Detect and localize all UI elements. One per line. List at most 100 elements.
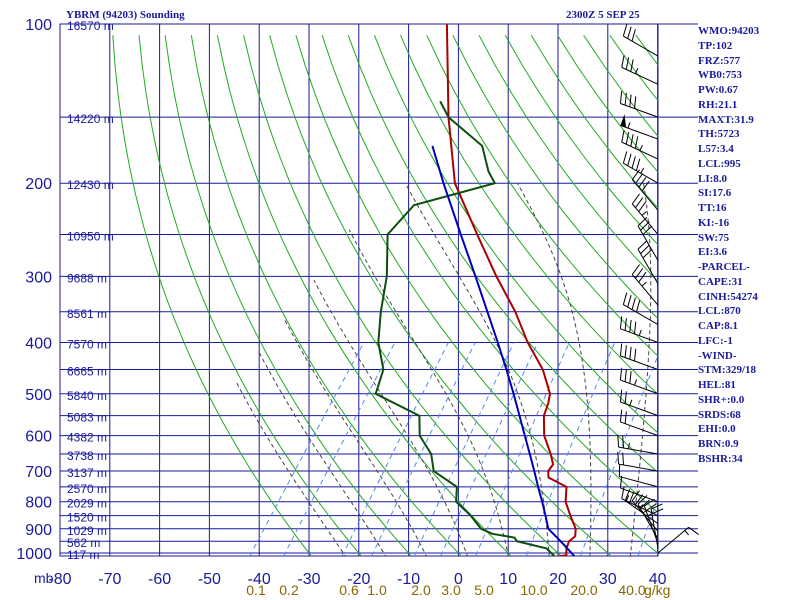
temperature-tick-label: -20 — [347, 571, 370, 588]
wind-barb-flag — [619, 316, 623, 329]
temperature-tick-label: 30 — [599, 571, 617, 588]
temperature-tick-labels: -80 -70 -60 -50 -40 -30 -20 -10 0 10 20 30 40 — [48, 571, 666, 588]
wind-barb — [619, 389, 659, 417]
index-item: BRN:0.9 — [698, 438, 739, 450]
height-label: 7570 m — [67, 337, 107, 351]
wind-barb-flag — [619, 91, 623, 104]
wind-barb — [631, 193, 659, 235]
index-item: LI:8.0 — [698, 172, 728, 185]
pressure-tick-label: 900 — [25, 522, 52, 539]
wind-barb-flag — [625, 57, 630, 70]
index-item: LCL:995 — [698, 157, 741, 170]
wind-barb-staff — [623, 35, 659, 57]
wind-barb-flag — [642, 225, 653, 235]
mixing-ratio-unit-label: g/kg — [644, 582, 670, 598]
wind-barb-staff — [631, 179, 659, 211]
dry-adiabat — [373, 35, 658, 434]
wind-barb-staff — [631, 203, 659, 235]
temperature-tick-label: -30 — [297, 571, 320, 588]
wind-barb-staff — [657, 526, 689, 554]
wind-barb-flag — [640, 499, 650, 509]
index-item: MAXT:31.9 — [698, 113, 754, 126]
wind-barb — [619, 316, 659, 343]
height-label: 12430 m — [67, 178, 114, 192]
wind-barb-flag — [624, 92, 627, 106]
wind-barb-flag — [631, 193, 640, 205]
dry-adiabat — [452, 34, 658, 320]
mixing-ratio-line — [371, 342, 476, 556]
wind-barb-flag — [619, 475, 623, 489]
height-label: 16570 m — [67, 19, 114, 33]
height-label: 4382 m — [67, 431, 107, 445]
wind-barb-staff — [637, 249, 659, 285]
wind-barb-flag — [624, 411, 627, 424]
index-item: SHR+:0.0 — [698, 393, 745, 406]
index-item: WMO:94203 — [698, 25, 760, 37]
wind-barb-flag — [634, 136, 639, 149]
wind-barb-flag — [619, 409, 623, 423]
wind-barb-half-flag — [629, 399, 633, 406]
pressure-tick-label: 600 — [25, 429, 52, 446]
index-item: STM:329/18 — [698, 364, 757, 377]
wind-barb-flag — [630, 134, 634, 147]
wind-barb-half-flag — [641, 281, 647, 287]
pressure-tick-label: 300 — [25, 269, 52, 286]
wind-barb-flag — [635, 300, 641, 313]
height-labels: 16570 m 14220 m 12430 m 10950 m 9688 m 8561 m… — [67, 19, 114, 562]
index-item: RH:21.1 — [698, 98, 738, 111]
mixing-ratio-label: 1.0 — [367, 582, 387, 598]
wind-barb-flag — [688, 526, 699, 535]
index-item: BSHR:34 — [698, 452, 743, 465]
wind-barb-staff — [637, 225, 659, 261]
wind-barb-flag — [629, 94, 632, 107]
wind-barb — [620, 114, 659, 140]
wind-barb-flag — [619, 367, 623, 381]
height-label: 1520 m — [67, 511, 107, 525]
pressure-unit-label: mb — [34, 570, 54, 586]
temperature-tick-label: 0 — [454, 571, 463, 588]
wind-barb-staff — [620, 379, 659, 395]
index-item: TH:5723 — [698, 128, 740, 141]
wind-barb — [657, 526, 699, 554]
wind-barb-staff — [643, 505, 659, 544]
index-item: CAP:8.1 — [698, 320, 739, 332]
wind-barb-staff — [620, 401, 659, 417]
wind-barb-staff — [619, 476, 659, 488]
wind-barb-half-flag — [684, 530, 690, 536]
wind-barb-flag — [631, 490, 640, 501]
wind-barb-flag — [638, 177, 647, 188]
mixing-ratio-label: 0.6 — [339, 582, 359, 598]
wind-barb-staff — [620, 103, 659, 118]
wind-barb-staff — [624, 500, 659, 525]
dry-adiabat — [767, 35, 800, 564]
wind-barb-flag — [637, 216, 648, 227]
dry-adiabat — [243, 35, 563, 556]
wind-barb-flag — [637, 240, 648, 250]
index-item: FRZ:577 — [698, 54, 741, 67]
pressure-tick-labels: 100 200 300 400 500 600 700 800 900 1000 — [16, 17, 52, 563]
wind-barb-flag — [624, 318, 627, 331]
mixing-ratio-line — [283, 342, 396, 556]
dewpoint-profile — [374, 100, 556, 556]
wind-barb-half-flag — [634, 68, 639, 74]
temperature-tick-label: -50 — [198, 571, 221, 588]
wind-barb-half-flag — [634, 379, 638, 386]
profile-lines — [374, 24, 577, 556]
wind-barb-half-flag — [640, 167, 645, 174]
dry-adiabat — [321, 35, 658, 514]
moist-adiabat — [257, 350, 387, 556]
wind-barb-flag — [631, 264, 640, 275]
dry-adiabat — [164, 35, 413, 556]
wind-barb-flag — [635, 268, 644, 279]
wind-barb-flag — [638, 271, 647, 283]
dry-adiabat — [269, 35, 613, 556]
wind-barb-flag — [627, 295, 632, 308]
pressure-tick-label: 800 — [25, 495, 52, 512]
moist-adiabat — [517, 182, 592, 556]
height-label: 14220 m — [67, 112, 114, 126]
moist-adiabat — [313, 279, 468, 556]
wind-barb-half-flag — [639, 144, 643, 151]
dry-adiabat — [190, 35, 463, 556]
index-item: SRDS:68 — [698, 408, 741, 421]
wind-barb-flag — [642, 248, 653, 259]
